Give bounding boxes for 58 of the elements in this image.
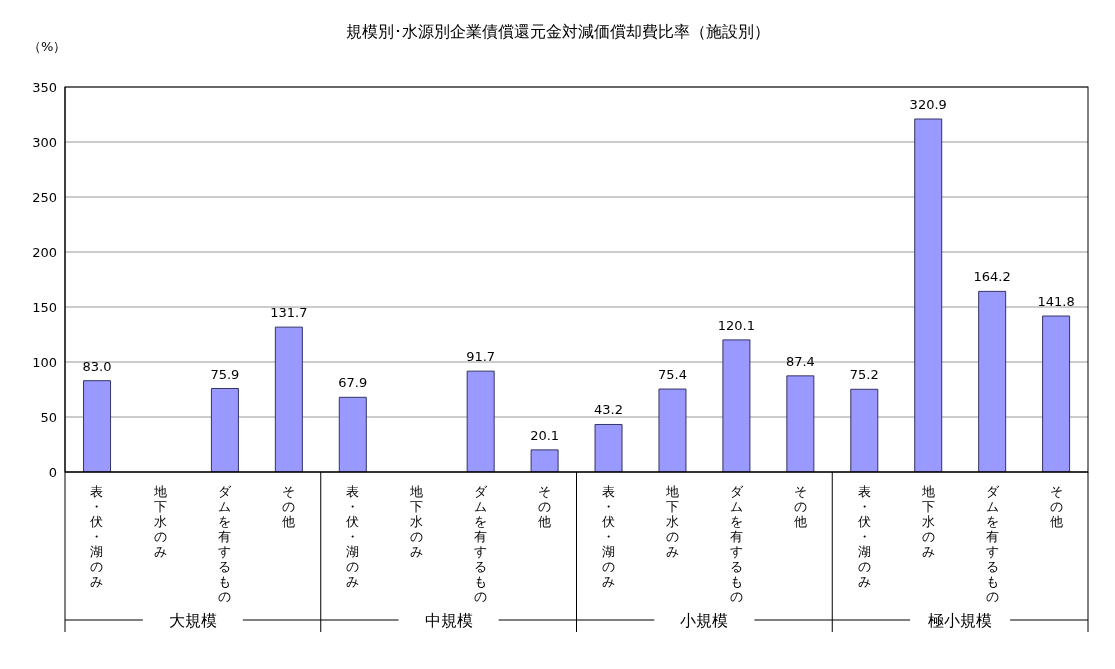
data-label: 43.2 xyxy=(594,402,624,418)
data-label: 141.8 xyxy=(1037,294,1075,310)
bar xyxy=(786,375,815,472)
bar xyxy=(1042,315,1071,472)
bar xyxy=(274,326,303,472)
data-label: 75.9 xyxy=(210,366,240,382)
data-label: 87.4 xyxy=(785,353,815,369)
bar xyxy=(850,388,879,472)
y-tick-label: 0 xyxy=(48,464,57,480)
y-tick-label: 200 xyxy=(32,244,57,260)
data-label: 20.1 xyxy=(530,427,560,443)
x-tick-label: 地下水のみ xyxy=(920,484,935,559)
bar xyxy=(978,290,1007,472)
y-tick-label: 50 xyxy=(40,409,57,425)
data-label: 320.9 xyxy=(909,97,947,113)
x-tick-label: 地下水のみ xyxy=(409,484,424,559)
data-label: 131.7 xyxy=(270,305,308,321)
x-tick-label: 表・伏・湖のみ xyxy=(857,484,871,589)
data-label: 83.0 xyxy=(82,358,112,374)
text: 小規模 xyxy=(680,611,729,630)
y-tick-label: 350 xyxy=(32,79,57,95)
bar xyxy=(594,423,623,472)
x-tick-label: ダムを有するもの xyxy=(474,484,489,604)
x-tick-label: 地下水のみ xyxy=(153,484,168,559)
x-tick-label: その他 xyxy=(538,484,552,529)
data-label: 75.4 xyxy=(658,367,687,383)
bar xyxy=(722,339,751,472)
x-tick-label: ダムを有するもの xyxy=(218,484,233,604)
x-tick-label: その他 xyxy=(282,484,296,529)
y-tick-label: 250 xyxy=(32,189,57,205)
y-tick-label: 100 xyxy=(32,354,57,370)
bar xyxy=(83,380,112,472)
data-label: 91.7 xyxy=(466,349,496,365)
bar xyxy=(658,388,687,472)
x-tick-label: 地下水のみ xyxy=(664,484,679,559)
data-label: 67.9 xyxy=(338,375,368,391)
bar xyxy=(466,370,495,472)
y-tick-label: 300 xyxy=(32,134,57,150)
x-tick-label: ダムを有するもの xyxy=(985,484,1000,604)
bar xyxy=(914,118,943,472)
data-label: 164.2 xyxy=(973,269,1011,285)
bar xyxy=(210,388,239,472)
x-tick-label: その他 xyxy=(1049,484,1063,529)
x-tick-label: その他 xyxy=(793,484,807,529)
data-label: 120.1 xyxy=(717,317,756,333)
x-tick-label: 表・伏・湖のみ xyxy=(601,484,615,589)
y-tick-label: 150 xyxy=(32,299,57,315)
chart-title: 規模別･水源別企業債償還元金対減価償却費比率（施設別） xyxy=(346,22,770,41)
text: 極小規模 xyxy=(928,611,993,630)
x-tick-label: 表・伏・湖のみ xyxy=(90,484,104,589)
text: 大規模 xyxy=(168,611,217,630)
bar xyxy=(338,396,367,472)
text: 中規模 xyxy=(424,611,473,630)
y-axis-title: （%） xyxy=(28,38,67,56)
x-tick-label: ダムを有するもの xyxy=(729,484,744,604)
data-label: 75.2 xyxy=(849,367,879,383)
bar xyxy=(530,449,559,472)
x-tick-label: 表・伏・湖のみ xyxy=(346,484,360,589)
